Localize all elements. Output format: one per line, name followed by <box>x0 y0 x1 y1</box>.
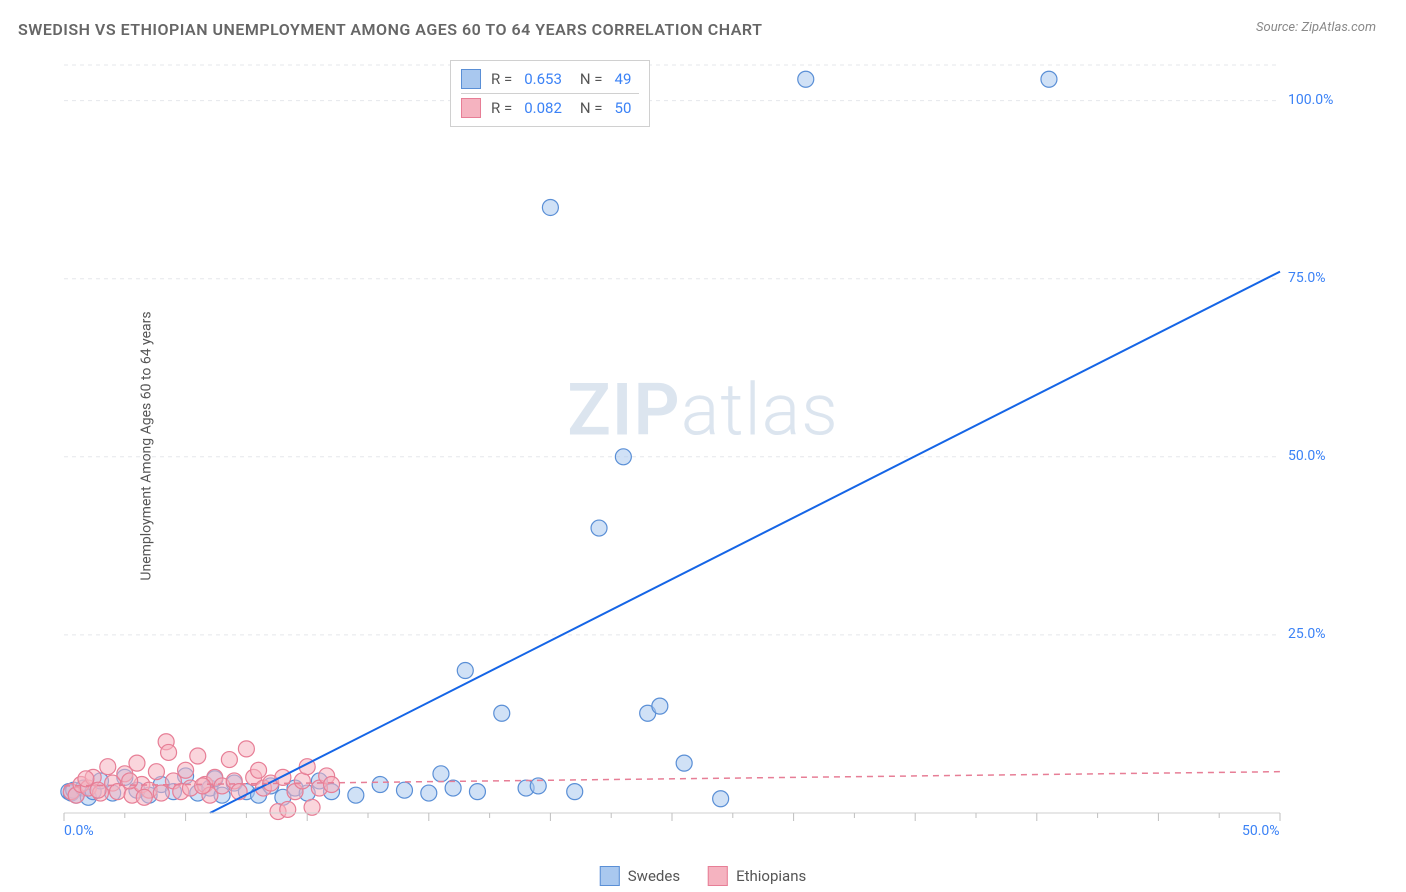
legend-item-ethiopians: Ethiopians <box>708 866 806 886</box>
correlation-row-swedes: R = 0.653 N = 49 <box>461 67 639 91</box>
chart-container: SWEDISH VS ETHIOPIAN UNEMPLOYMENT AMONG … <box>0 0 1406 892</box>
y-tick-label: 25.0% <box>1288 626 1326 642</box>
legend-swatch-ethiopians <box>708 866 728 886</box>
x-tick-label: 0.0% <box>64 823 94 839</box>
x-tick-label: 50.0% <box>1242 823 1280 839</box>
source-attribution: Source: ZipAtlas.com <box>1256 20 1376 35</box>
legend-label-ethiopians: Ethiopians <box>736 867 806 885</box>
legend: Swedes Ethiopians <box>600 866 806 886</box>
legend-item-swedes: Swedes <box>600 866 680 886</box>
n-value-ethiopians: 50 <box>615 99 632 117</box>
source-label: Source: <box>1256 20 1301 35</box>
y-tick-label: 50.0% <box>1288 448 1326 464</box>
r-label: R = <box>491 70 512 88</box>
swatch-swedes <box>461 69 481 89</box>
y-tick-label: 100.0% <box>1288 92 1333 108</box>
y-tick-label: 75.0% <box>1288 270 1326 286</box>
legend-label-swedes: Swedes <box>628 867 680 885</box>
r-label: R = <box>491 99 512 117</box>
chart-title: SWEDISH VS ETHIOPIAN UNEMPLOYMENT AMONG … <box>18 20 762 39</box>
plot-area: 0.0% 50.0% 25.0% 50.0% 75.0% 100.0% <box>60 55 1350 845</box>
scatter-chart-svg <box>60 55 1350 845</box>
n-label: N = <box>580 70 603 88</box>
correlation-row-ethiopians: R = 0.082 N = 50 <box>461 93 639 120</box>
correlation-box: R = 0.653 N = 49 R = 0.082 N = 50 <box>450 60 650 127</box>
n-value-swedes: 49 <box>615 70 632 88</box>
source-value: ZipAtlas.com <box>1301 20 1376 35</box>
n-label: N = <box>580 99 603 117</box>
swatch-ethiopians <box>461 98 481 118</box>
r-value-ethiopians: 0.082 <box>524 99 562 117</box>
r-value-swedes: 0.653 <box>524 70 562 88</box>
legend-swatch-swedes <box>600 866 620 886</box>
